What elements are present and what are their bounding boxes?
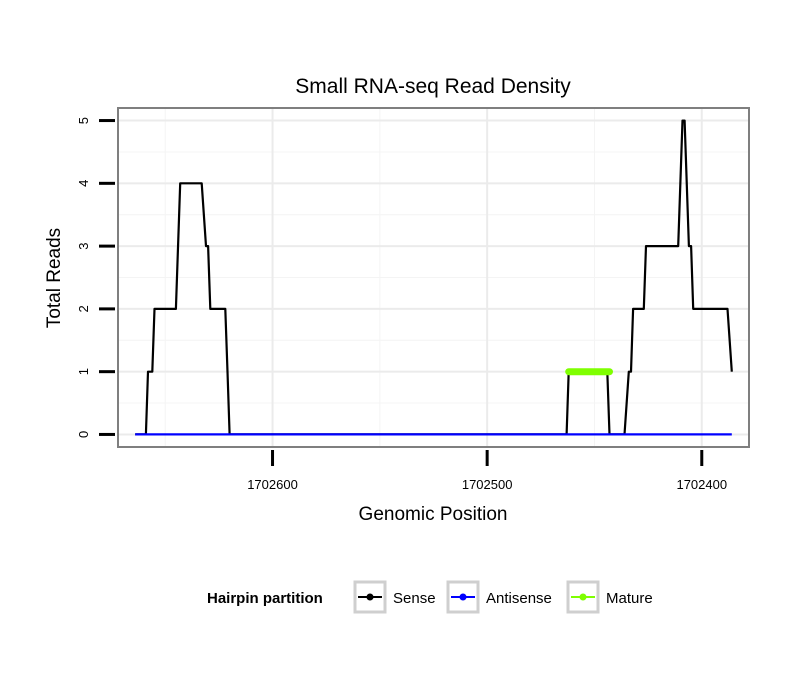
y-tick-label: 1 bbox=[76, 368, 91, 375]
y-axis-label: Total Reads bbox=[44, 228, 65, 328]
x-tick-label: 1702400 bbox=[676, 477, 727, 492]
legend-key-marker bbox=[579, 593, 587, 601]
y-tick-label: 5 bbox=[76, 117, 91, 124]
y-tick-label: 3 bbox=[76, 242, 91, 249]
legend-key-marker bbox=[366, 593, 374, 601]
legend: Hairpin partition Sense Antisense Mature bbox=[207, 580, 653, 614]
plot-frame bbox=[117, 107, 750, 448]
y-tick-label: 2 bbox=[76, 305, 91, 312]
legend-key-marker bbox=[459, 593, 467, 601]
legend-title: Hairpin partition bbox=[207, 590, 323, 607]
series-lines bbox=[135, 119, 733, 436]
chart-title: Small RNA-seq Read Density bbox=[295, 75, 571, 98]
legend-entries: Sense Antisense Mature bbox=[353, 580, 653, 614]
axes: 0 1 2 3 4 5 1702600 1702500 1702400 bbox=[76, 117, 727, 492]
legend-label-antisense: Antisense bbox=[486, 590, 552, 607]
legend-label-mature: Mature bbox=[606, 590, 653, 607]
x-axis-label: Genomic Position bbox=[359, 504, 508, 525]
legend-label-sense: Sense bbox=[393, 590, 436, 607]
x-tick-label: 1702600 bbox=[247, 477, 298, 492]
x-tick-label: 1702500 bbox=[462, 477, 513, 492]
y-tick-label: 4 bbox=[76, 180, 91, 187]
y-tick-label: 0 bbox=[76, 431, 91, 438]
